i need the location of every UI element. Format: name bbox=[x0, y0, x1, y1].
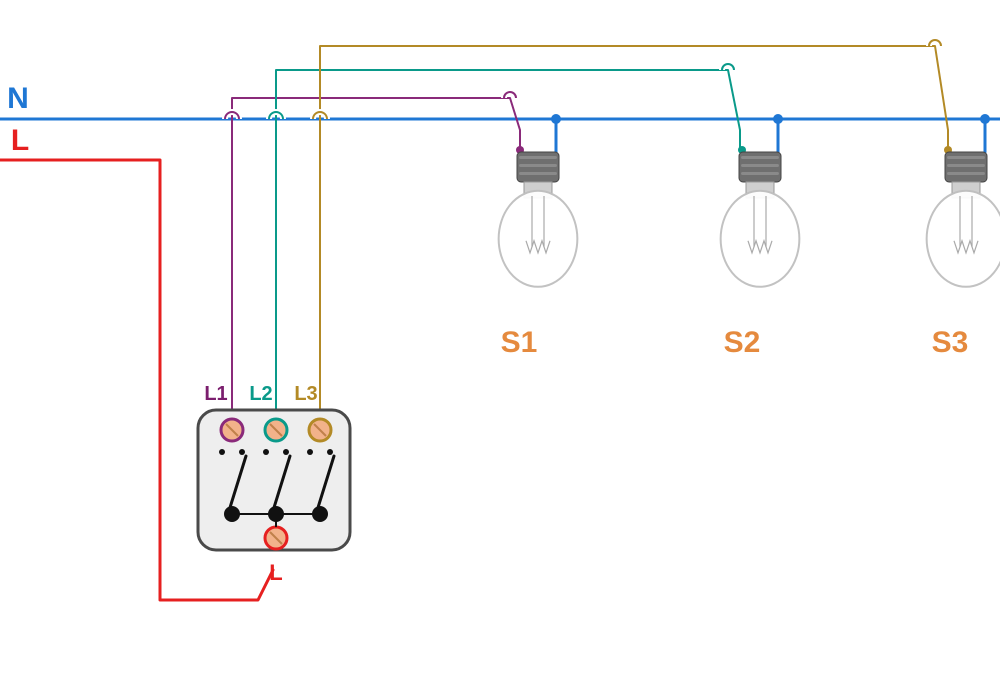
wiring-diagram: NLLL1L2L3S1S2S3 bbox=[0, 0, 1000, 683]
label-L2: L2 bbox=[249, 383, 272, 405]
label-L3: L3 bbox=[294, 383, 317, 405]
label-S1: S1 bbox=[501, 326, 538, 359]
label-neutral: N bbox=[7, 82, 29, 115]
label-live: L bbox=[11, 124, 29, 157]
junction-dot-2 bbox=[980, 114, 990, 124]
label-S2: S2 bbox=[724, 326, 761, 359]
junction-dot-1 bbox=[773, 114, 783, 124]
switch-3gang bbox=[198, 410, 350, 550]
label-switch_in: L bbox=[269, 560, 282, 585]
label-L1: L1 bbox=[204, 383, 227, 405]
label-S3: S3 bbox=[932, 326, 969, 359]
junction-dot-0 bbox=[551, 114, 561, 124]
